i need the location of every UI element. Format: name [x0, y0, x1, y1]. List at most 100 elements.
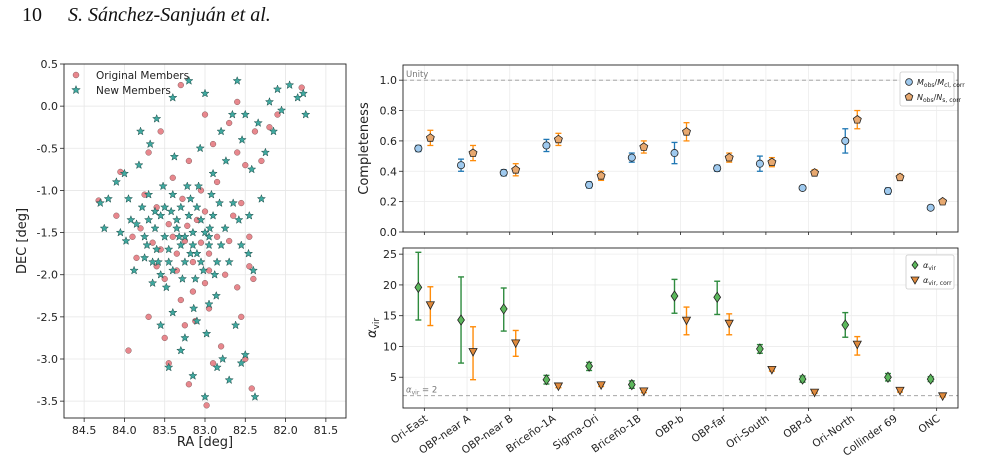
- new-member-point: [184, 210, 194, 220]
- new-member-point: [276, 105, 287, 115]
- new-member-point: [176, 240, 186, 250]
- mass-completeness-point: [457, 161, 466, 170]
- virial-reference-label: αvir = 2: [406, 386, 437, 397]
- mass-completeness-point: [926, 203, 935, 212]
- alpha-vir-corr-point: [639, 387, 649, 397]
- original-member-point: [145, 149, 152, 156]
- new-member-point: [216, 240, 226, 250]
- radec-y-tick-label: -0.5: [37, 142, 58, 155]
- legend-original-label: Original Members: [96, 70, 189, 82]
- original-member-point: [226, 237, 233, 245]
- unity-label: Unity: [406, 70, 428, 80]
- legend-number-label: Nobs/Ns, corr: [917, 93, 962, 104]
- mass-completeness-point: [499, 168, 508, 177]
- new-member-point: [196, 214, 206, 224]
- radec-y-tick-label: -1.0: [37, 184, 58, 197]
- legend-alpha-corr-marker: [910, 276, 920, 285]
- mass-completeness-point: [883, 187, 892, 196]
- new-member-point: [119, 168, 130, 178]
- original-member-point: [209, 140, 217, 148]
- new-member-point: [208, 168, 218, 178]
- original-member-point: [201, 208, 209, 215]
- radec-y-tick-label: -2.0: [37, 269, 58, 282]
- original-member-point: [250, 275, 257, 283]
- original-member-point: [169, 174, 176, 181]
- new-member-point: [198, 265, 209, 275]
- mass-completeness-point: [798, 183, 807, 192]
- original-member-point: [137, 225, 144, 232]
- new-member-point: [143, 189, 154, 199]
- page-header: 10 S. Sánchez-Sanjuán et al.: [0, 0, 1005, 40]
- number-completeness-point: [852, 115, 862, 124]
- new-member-point: [240, 349, 250, 359]
- alpha-vir-point: [499, 303, 508, 315]
- new-member-point: [160, 202, 170, 212]
- virial-panel: [399, 247, 959, 411]
- mass-completeness-point: [585, 180, 594, 189]
- alpha-vir-point: [457, 314, 465, 326]
- mass-completeness-point: [670, 149, 679, 158]
- number-completeness-point: [682, 127, 691, 136]
- new-member-point: [185, 248, 196, 258]
- new-member-point: [218, 354, 228, 363]
- new-member-point: [196, 257, 206, 267]
- new-member-point: [237, 135, 247, 144]
- number-completeness-point: [596, 171, 606, 180]
- alpha-vir-point: [414, 281, 423, 294]
- virial-y-axis-label: αvir: [365, 318, 382, 338]
- number-completeness-point: [553, 134, 563, 144]
- new-member-point: [240, 109, 250, 119]
- page-number: 10: [22, 4, 42, 26]
- number-completeness-point: [810, 168, 820, 177]
- new-member-point: [95, 198, 105, 208]
- new-member-point: [156, 269, 166, 279]
- legend-alpha-marker: [911, 260, 919, 270]
- new-member-point: [192, 316, 202, 326]
- completeness-y-tick-label: 0.0: [380, 226, 398, 239]
- new-member-point: [168, 265, 178, 275]
- original-member-point: [213, 233, 221, 240]
- new-member-point: [142, 240, 152, 250]
- new-member-point: [256, 193, 267, 203]
- completeness-legend-box: [899, 71, 955, 107]
- new-member-point: [168, 307, 178, 317]
- legend-number-marker: [904, 92, 914, 101]
- new-member-point: [169, 151, 180, 161]
- new-member-point: [284, 80, 295, 90]
- original-member-point: [203, 402, 210, 409]
- legend-mass-marker: [905, 78, 913, 86]
- new-member-point: [150, 223, 160, 233]
- radec-panel: [60, 63, 347, 422]
- radec-y-tick-label: 0.0: [41, 100, 59, 113]
- new-member-point: [135, 126, 146, 136]
- original-member-point: [274, 111, 281, 118]
- original-member-point: [157, 128, 164, 135]
- original-member-point: [246, 263, 253, 270]
- new-member-point: [212, 257, 222, 267]
- new-member-point: [232, 76, 242, 85]
- radec-y-tick-label: -3.0: [37, 353, 58, 366]
- new-member-point: [204, 231, 214, 241]
- new-member-point: [139, 231, 150, 241]
- alpha-vir-corr-point: [767, 365, 777, 375]
- original-member-point: [246, 233, 253, 240]
- original-member-point: [189, 288, 197, 295]
- new-member-point: [160, 231, 170, 241]
- new-member-point: [214, 198, 225, 208]
- new-member-point: [172, 214, 182, 224]
- new-member-point: [182, 181, 192, 191]
- new-member-point: [200, 391, 210, 401]
- new-member-point: [260, 147, 271, 157]
- new-member-point: [126, 214, 136, 224]
- alpha-vir-corr-point: [852, 340, 862, 350]
- alpha-vir-corr-point: [596, 381, 606, 391]
- original-member-point: [298, 84, 305, 91]
- original-member-point: [149, 239, 156, 246]
- running-authors: S. Sánchez-Sanjuán et al.: [68, 4, 271, 26]
- mass-completeness-point: [542, 141, 551, 150]
- new-member-point: [206, 189, 217, 199]
- original-member-point: [238, 313, 245, 320]
- new-member-point: [129, 265, 139, 275]
- legend-mass-label: Mobs/Mcl, corr: [917, 78, 965, 89]
- virial-y-tick-label: 10: [383, 340, 397, 353]
